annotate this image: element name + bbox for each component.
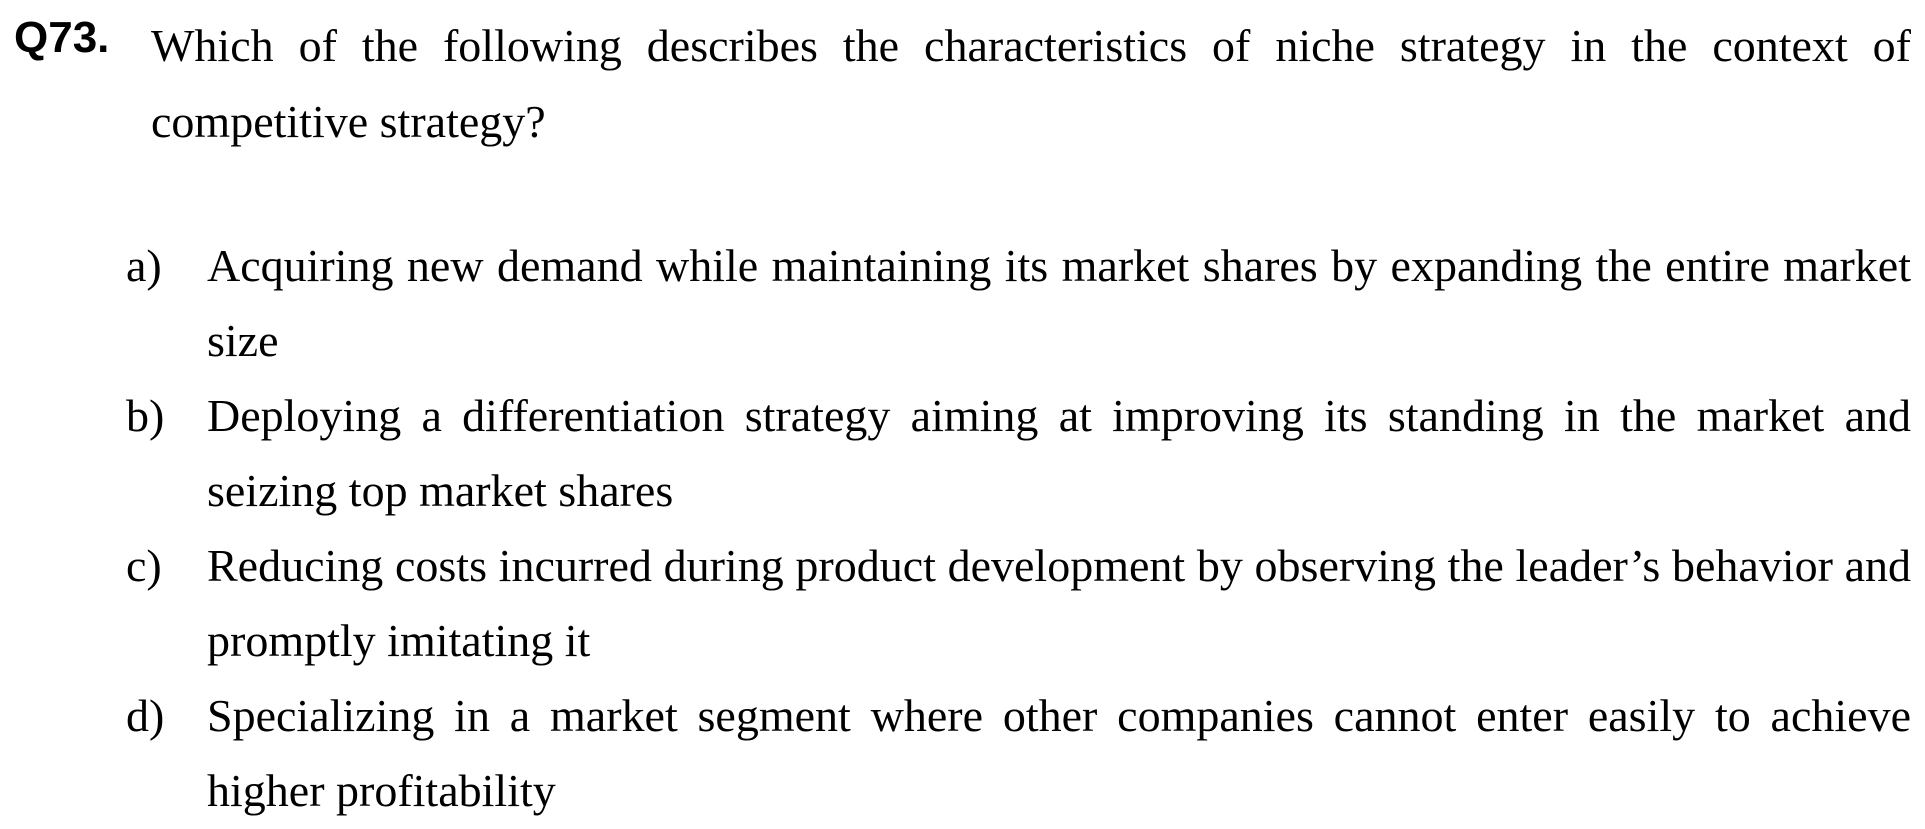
- option-text: Acquiring new demand while maintaining i…: [207, 240, 1911, 366]
- option-text: Deploying a differentiation strategy aim…: [207, 390, 1911, 516]
- option-letter: b): [126, 390, 165, 441]
- option-text: Reducing costs incurred during product d…: [207, 540, 1911, 666]
- option-letter: c): [126, 540, 162, 591]
- option-text: Specializing in a market segment where o…: [207, 690, 1911, 816]
- question-number: Q73.: [14, 13, 110, 62]
- question-text: Which of the following describes the cha…: [151, 20, 1911, 147]
- option-letter: a): [126, 240, 162, 291]
- option-letter: d): [126, 690, 165, 741]
